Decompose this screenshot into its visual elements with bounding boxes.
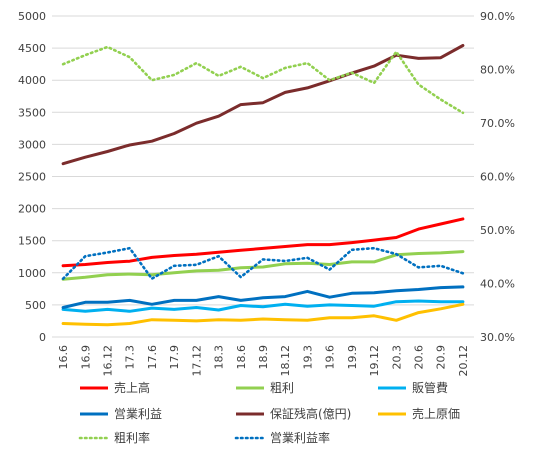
- y-axis-left: 0 500 1000 1500 2000 2500 3000 3500 4000 4500 5000: [18, 10, 46, 344]
- y-axis-right: 30.0% 40.0% 50.0% 60.0% 70.0% 80.0% 90.0%: [480, 10, 515, 344]
- x-tick-label: 16.6: [57, 345, 70, 370]
- legend-label: 保証残高(億円): [270, 406, 351, 421]
- legend-label: 粗利: [270, 381, 294, 395]
- legend-label: 販管費: [412, 380, 448, 395]
- series-line-5: [61, 302, 465, 327]
- legend-label: 売上原価: [412, 406, 460, 421]
- y2-tick-label: 60.0%: [480, 171, 515, 184]
- y2-tick-label: 70.0%: [480, 117, 515, 130]
- y-tick-label: 500: [25, 299, 46, 312]
- legend-label: 粗利率: [114, 430, 150, 445]
- x-tick-label: 18.12: [279, 345, 292, 377]
- y-tick-label: 0: [39, 331, 46, 344]
- x-tick-label: 20.6: [412, 345, 425, 370]
- x-tick-label: 20.12: [457, 345, 470, 377]
- y-tick-label: 3500: [18, 106, 46, 119]
- series-line-7: [61, 246, 465, 281]
- x-tick-label: 18.3: [213, 345, 226, 370]
- y-tick-label: 2500: [18, 171, 46, 184]
- series-line-2: [61, 299, 465, 313]
- x-tick-label: 18.9: [257, 345, 270, 370]
- x-tick-label: 19.3: [301, 345, 314, 370]
- x-tick-label: 17.12: [190, 345, 203, 377]
- x-tick-label: 19.9: [346, 345, 359, 370]
- series-lines: [61, 44, 465, 327]
- series-line-0: [61, 217, 465, 268]
- y2-tick-label: 40.0%: [480, 278, 515, 291]
- legend-label: 売上高: [114, 380, 150, 395]
- x-tick-label: 16.12: [102, 345, 115, 377]
- series-line-1: [61, 250, 465, 281]
- legend-label: 営業利益: [114, 407, 162, 421]
- x-tick-label: 17.6: [146, 345, 159, 370]
- y-tick-label: 4000: [18, 74, 46, 87]
- x-tick-label: 17.9: [168, 345, 181, 370]
- y2-tick-label: 50.0%: [480, 224, 515, 237]
- series-line-3: [61, 285, 465, 309]
- x-axis: 16.6 16.9 16.12 17.3 17.6 17.9 17.12 18.3 18.6 18…: [57, 345, 470, 377]
- x-tick-label: 18.6: [235, 345, 248, 370]
- series-line-4: [61, 44, 465, 166]
- series-line-6: [61, 45, 465, 115]
- legend-label: 営業利益率: [270, 430, 330, 445]
- y2-tick-label: 90.0%: [480, 10, 515, 23]
- x-tick-label: 16.9: [79, 345, 92, 370]
- y-tick-label: 1500: [18, 235, 46, 248]
- y-tick-label: 5000: [18, 10, 46, 23]
- y2-tick-label: 30.0%: [480, 331, 515, 344]
- y-tick-label: 2000: [18, 203, 46, 216]
- x-tick-label: 20.9: [435, 345, 448, 370]
- x-tick-label: 19.12: [368, 345, 381, 377]
- x-tick-label: 17.3: [124, 345, 137, 370]
- y2-tick-label: 80.0%: [480, 64, 515, 77]
- y-tick-label: 4500: [18, 42, 46, 55]
- y-tick-label: 3000: [18, 138, 46, 151]
- x-tick-label: 19.6: [324, 345, 337, 370]
- y-tick-label: 1000: [18, 267, 46, 280]
- x-tick-label: 20.3: [390, 345, 403, 370]
